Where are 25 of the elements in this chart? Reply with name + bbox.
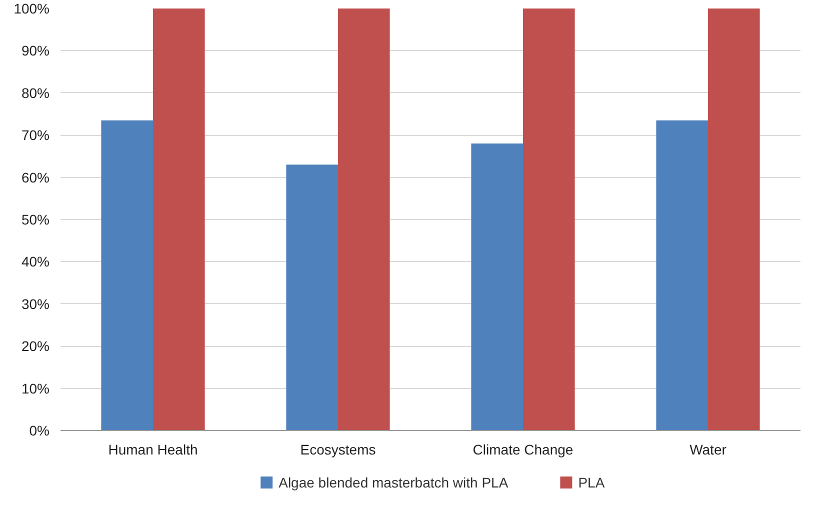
legend-label: PLA [578, 474, 606, 490]
y-tick-label: 100% [14, 0, 50, 16]
y-tick-label: 80% [21, 84, 50, 101]
x-tick-label: Human Health [108, 442, 198, 458]
y-tick-label: 50% [21, 212, 50, 228]
bar [153, 8, 205, 430]
bar [656, 120, 708, 430]
y-tick-label: 70% [21, 127, 50, 144]
y-tick-label: 30% [21, 296, 50, 312]
bar [101, 120, 153, 430]
bar [523, 8, 575, 430]
legend-label: Algae blended masterbatch with PLA [278, 474, 509, 490]
y-tick-label: 0% [29, 422, 50, 438]
x-tick-label: Water [690, 442, 727, 458]
bar [471, 144, 523, 430]
y-tick-label: 90% [21, 42, 50, 59]
y-tick-label: 10% [21, 380, 50, 396]
bar [338, 8, 390, 430]
y-tick-label: 40% [21, 254, 50, 270]
x-tick-label: Ecosystems [300, 442, 376, 458]
x-tick-label: Climate Change [472, 442, 574, 458]
y-tick-label: 20% [21, 338, 50, 354]
y-tick-label: 60% [21, 169, 50, 186]
bar [286, 164, 338, 430]
bar [708, 8, 760, 430]
